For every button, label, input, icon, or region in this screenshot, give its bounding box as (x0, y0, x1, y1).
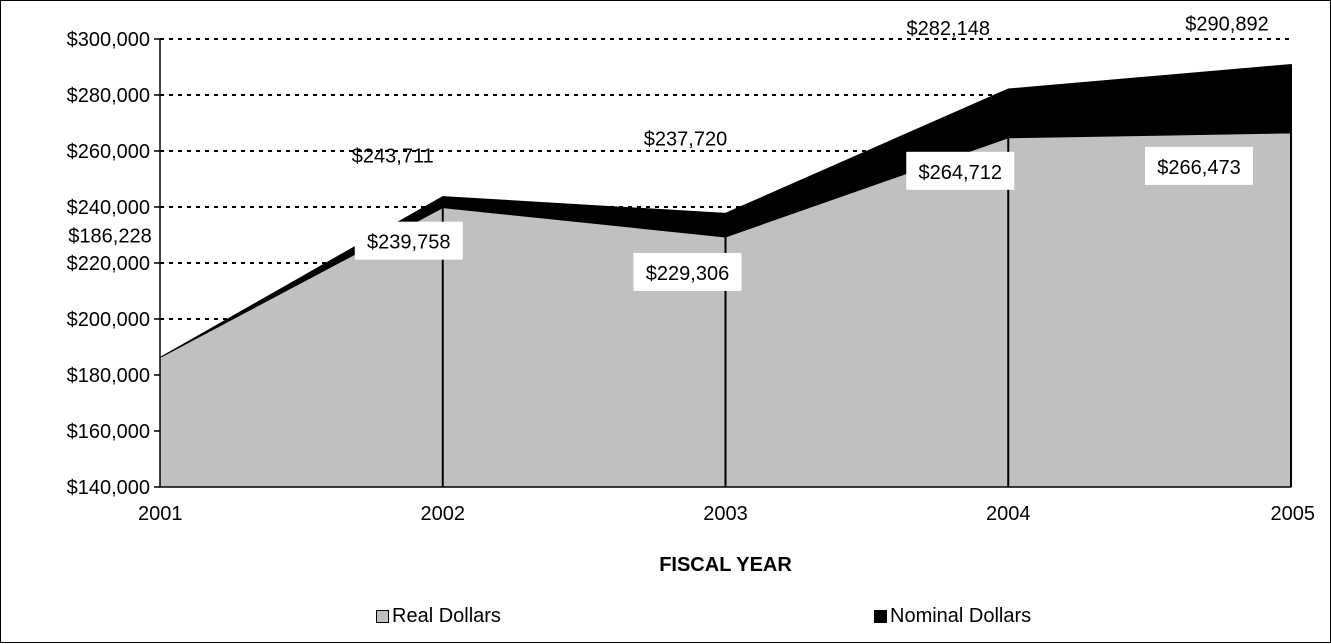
real-data-label-box (633, 252, 742, 291)
legend-label-nominal: Nominal Dollars (890, 604, 1032, 627)
x-tick-label: 2002 (421, 503, 466, 525)
y-tick-label: $260,000 (67, 141, 150, 163)
legend-item-real: Real Dollars (376, 601, 501, 631)
nominal-data-label: $290,892 (1185, 14, 1268, 36)
legend-label-real: Real Dollars (392, 604, 501, 627)
nominal-data-label: $186,228 (68, 226, 151, 248)
axes: $140,000 $160,000 $180,000 $200,000 $220,000… (67, 29, 1315, 525)
nominal-data-label: $243,711 (352, 146, 434, 168)
y-tick-label: $160,000 (67, 421, 150, 443)
real-data-label: $264,712 (919, 162, 1002, 184)
legend-swatch-nominal (874, 609, 887, 623)
y-tick-label: $280,000 (67, 85, 150, 107)
y-tick-label: $140,000 (67, 477, 150, 499)
x-tick-label: 2001 (138, 503, 183, 525)
real-data-label-box (354, 221, 463, 260)
y-tick-label: $300,000 (67, 29, 150, 51)
nominal-data-label: $237,720 (644, 128, 727, 150)
x-axis-title: FISCAL YEAR (659, 554, 792, 576)
y-tick-label: $220,000 (67, 253, 150, 275)
nominal-data-label: $282,148 (907, 18, 990, 40)
y-tick-label: $200,000 (67, 309, 150, 331)
real-data-label: $239,758 (367, 232, 450, 254)
real-data-label: $266,473 (1157, 157, 1240, 179)
real-data-label-box (906, 151, 1015, 190)
legend-item-nominal: Nominal Dollars (874, 601, 1031, 631)
data-labels: $186,228 $243,711 $237,720 $282,148 $290,892… (68, 14, 1269, 291)
y-tick-label: $180,000 (67, 365, 150, 387)
legend: Real Dollars Nominal Dollars (1, 601, 1331, 631)
real-data-label: $229,306 (646, 263, 729, 285)
y-tick-label: $240,000 (67, 197, 150, 219)
real-data-label-box (1145, 146, 1253, 185)
x-tick-label: 2003 (703, 503, 748, 525)
x-tick-label: 2005 (1271, 503, 1316, 525)
legend-swatch-real (376, 609, 389, 623)
x-tick-label: 2004 (986, 503, 1031, 525)
